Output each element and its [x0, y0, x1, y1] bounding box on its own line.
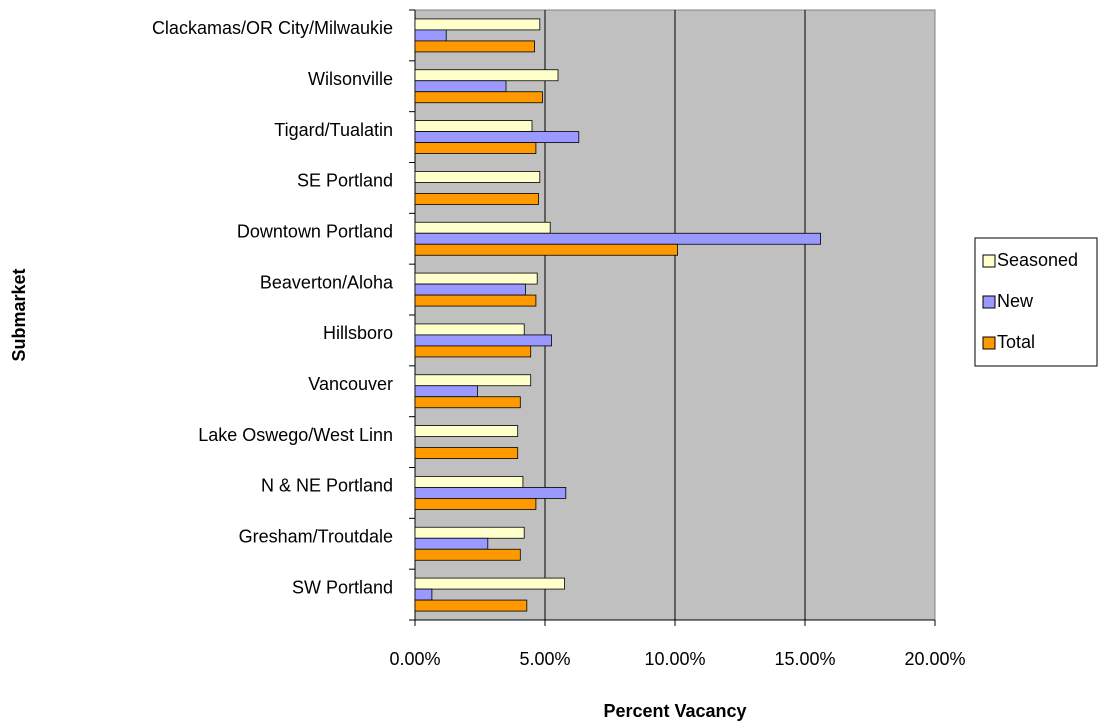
x-tick-label: 5.00%	[519, 649, 570, 669]
y-tick-label: Clackamas/OR City/Milwaukie	[152, 18, 393, 38]
bar	[414, 425, 519, 437]
x-tick-label: 15.00%	[774, 649, 835, 669]
bar	[414, 142, 537, 154]
bar	[414, 243, 679, 256]
y-tick-label: Vancouver	[308, 374, 393, 394]
y-tick-label: Tigard/Tualatin	[274, 120, 393, 140]
x-tick-label: 0.00%	[389, 649, 440, 669]
legend-swatch	[982, 295, 996, 309]
bar	[414, 396, 521, 409]
legend-swatch	[982, 254, 996, 268]
x-tick-label: 20.00%	[904, 649, 965, 669]
bar	[414, 526, 525, 539]
bar	[414, 577, 565, 590]
bar	[414, 345, 532, 358]
legend-swatch	[982, 336, 996, 350]
bar	[414, 69, 559, 82]
bar	[414, 548, 521, 561]
bar	[414, 294, 537, 307]
bar	[414, 120, 533, 132]
bar	[414, 91, 543, 104]
bar	[414, 323, 525, 336]
y-tick-label: Wilsonville	[308, 69, 393, 89]
bar	[414, 193, 539, 205]
y-axis-title: Submarket	[9, 268, 29, 361]
bar	[414, 498, 537, 510]
bar	[414, 447, 519, 459]
bar	[414, 80, 507, 93]
x-tick-label: 10.00%	[644, 649, 705, 669]
bar	[414, 29, 447, 42]
y-tick-label: N & NE Portland	[261, 476, 393, 496]
bar	[414, 374, 532, 387]
legend-label: Seasoned	[997, 250, 1078, 270]
bar	[414, 131, 580, 143]
bar	[414, 171, 541, 183]
y-tick-label: Beaverton/Aloha	[260, 272, 394, 292]
bar	[414, 487, 567, 499]
y-tick-label: Hillsboro	[323, 323, 393, 343]
bar	[414, 232, 822, 245]
bar	[414, 272, 538, 285]
bar	[414, 221, 551, 234]
bar	[414, 476, 524, 488]
y-tick-label: SW Portland	[292, 577, 393, 597]
bar	[414, 18, 541, 31]
legend-label: Total	[997, 332, 1035, 352]
legend-label: New	[997, 291, 1034, 311]
x-axis-title: Percent Vacancy	[603, 701, 746, 721]
bar	[414, 283, 526, 296]
bar	[414, 334, 552, 347]
bar	[414, 537, 489, 550]
bar	[414, 588, 433, 601]
bar	[414, 385, 478, 398]
bar	[414, 599, 528, 612]
y-tick-label: Downtown Portland	[237, 222, 393, 242]
bar	[414, 40, 535, 53]
y-tick-label: Lake Oswego/West Linn	[198, 425, 393, 445]
y-tick-label: Gresham/Troutdale	[239, 527, 393, 547]
y-tick-label: SE Portland	[297, 171, 393, 191]
